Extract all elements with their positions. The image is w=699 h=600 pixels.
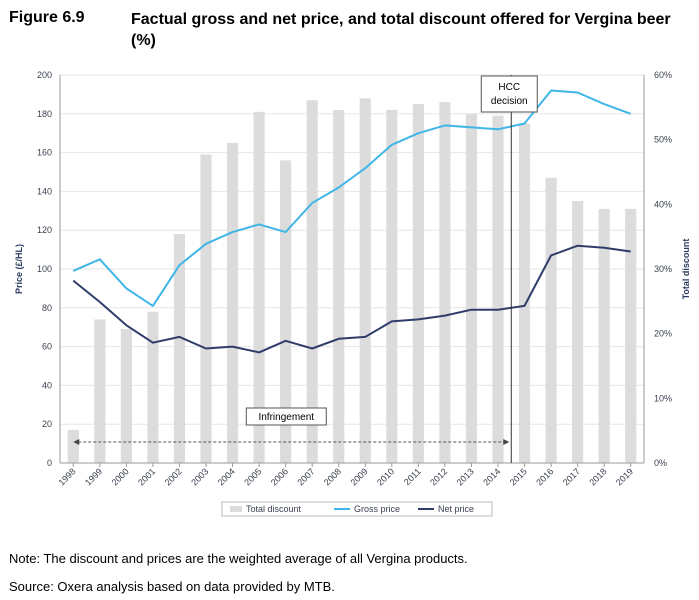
left-tick-label: 40 bbox=[42, 380, 52, 390]
discount-bar bbox=[306, 100, 318, 463]
x-tick-label: 2016 bbox=[534, 466, 555, 487]
hcc-decision-box bbox=[480, 75, 538, 113]
right-tick-label: 0% bbox=[654, 458, 667, 468]
discount-bar bbox=[518, 123, 531, 463]
x-tick-label: 2006 bbox=[269, 466, 290, 487]
discount-bar bbox=[147, 311, 159, 463]
arrowhead-right bbox=[503, 439, 510, 445]
left-tick-label: 60 bbox=[42, 342, 52, 352]
right-tick-label: 20% bbox=[654, 329, 672, 339]
x-tick-label: 2014 bbox=[481, 466, 502, 487]
right-tick-label: 60% bbox=[654, 70, 672, 80]
x-tick-label: 2002 bbox=[163, 466, 184, 487]
annotations: HCC decision Infringement bbox=[73, 75, 538, 463]
discount-bar bbox=[386, 109, 398, 464]
discount-bar bbox=[333, 109, 345, 464]
gross-price-line bbox=[72, 89, 632, 307]
legend-label-gross-price: Gross price bbox=[354, 504, 400, 514]
left-tick-label: 20 bbox=[42, 419, 52, 429]
discount-bar bbox=[226, 142, 239, 463]
discount-bar bbox=[200, 154, 212, 463]
discount-bar bbox=[280, 160, 292, 464]
infringement-box bbox=[245, 407, 327, 426]
x-tick-label: 2019 bbox=[614, 466, 635, 487]
legend-label-net-price: Net price bbox=[438, 504, 474, 514]
discount-bar bbox=[94, 319, 106, 463]
discount-bar bbox=[359, 98, 371, 463]
right-tick-label: 30% bbox=[654, 264, 672, 274]
x-tick-label: 1999 bbox=[83, 466, 104, 487]
left-tick-label: 140 bbox=[37, 186, 52, 196]
x-tick-label: 2010 bbox=[375, 466, 396, 487]
net-price-line bbox=[72, 244, 631, 354]
infringement-label: Infringement bbox=[258, 412, 314, 423]
x-tick-label: 2013 bbox=[455, 466, 476, 487]
x-tick-label: 2007 bbox=[295, 466, 316, 487]
price-lines bbox=[72, 89, 632, 354]
note-text: Note: The discount and prices are the we… bbox=[9, 551, 468, 566]
left-tick-label: 0 bbox=[47, 458, 52, 468]
discount-bar bbox=[545, 177, 557, 463]
x-tick-label: 2003 bbox=[189, 466, 210, 487]
figure-number: Figure 6.9 bbox=[9, 9, 85, 26]
right-tick-label: 10% bbox=[654, 393, 672, 403]
hcc-label-line-1: HCC bbox=[498, 82, 520, 93]
right-axis-title: Total discount bbox=[681, 239, 691, 300]
figure-title: Factual gross and net price, and total d… bbox=[131, 11, 671, 49]
x-tick-label: 2000 bbox=[110, 466, 131, 487]
legend-label-total-discount: Total discount bbox=[246, 504, 302, 514]
left-tick-label: 160 bbox=[37, 148, 52, 158]
discount-bar bbox=[67, 430, 79, 463]
x-tick-label: 2018 bbox=[587, 466, 608, 487]
discount-bars bbox=[67, 98, 637, 464]
x-tick-label: 2001 bbox=[136, 466, 157, 487]
discount-bar bbox=[439, 102, 451, 463]
discount-bar bbox=[492, 115, 504, 464]
legend: Total discount Gross price Net price bbox=[221, 501, 493, 517]
x-tick-label: 2005 bbox=[242, 466, 263, 487]
x-tick-label: 2012 bbox=[428, 466, 449, 487]
x-tick-label: 2017 bbox=[561, 466, 582, 487]
discount-bar bbox=[465, 113, 478, 464]
discount-bar bbox=[120, 329, 132, 463]
source-text: Source: Oxera analysis based on data pro… bbox=[9, 579, 335, 594]
discount-bar bbox=[253, 111, 265, 464]
arrowhead-left bbox=[73, 439, 80, 445]
discount-bar bbox=[598, 208, 610, 463]
legend-swatch-total-discount bbox=[230, 506, 242, 512]
axes: 0 20 40 60 80 100 120 140 160 180 200 0% 10% 20% 30% 40… bbox=[14, 70, 691, 488]
discount-bar bbox=[173, 234, 186, 463]
x-tick-label: 2004 bbox=[216, 466, 237, 487]
left-tick-label: 100 bbox=[37, 264, 52, 274]
left-tick-label: 120 bbox=[37, 225, 52, 235]
left-tick-label: 200 bbox=[37, 70, 52, 80]
left-axis-title: Price (£/HL) bbox=[14, 244, 24, 294]
x-tick-label: 1998 bbox=[56, 466, 77, 487]
x-tick-label: 2015 bbox=[508, 466, 529, 487]
discount-bar bbox=[572, 201, 584, 463]
left-tick-label: 180 bbox=[37, 109, 52, 119]
x-tick-label: 2008 bbox=[322, 466, 343, 487]
discount-bar bbox=[412, 104, 424, 463]
x-tick-label: 2011 bbox=[402, 466, 423, 487]
combo-chart: 0 20 40 60 80 100 120 140 160 180 200 0% 10% 20% 30% 40… bbox=[14, 70, 691, 517]
left-tick-label: 80 bbox=[42, 303, 52, 313]
x-tick-label: 2009 bbox=[348, 466, 369, 487]
hcc-label-line-2: decision bbox=[491, 96, 528, 107]
right-tick-label: 50% bbox=[654, 135, 672, 145]
discount-bar bbox=[625, 208, 637, 463]
legend-box bbox=[221, 501, 493, 517]
right-tick-label: 40% bbox=[654, 199, 672, 209]
